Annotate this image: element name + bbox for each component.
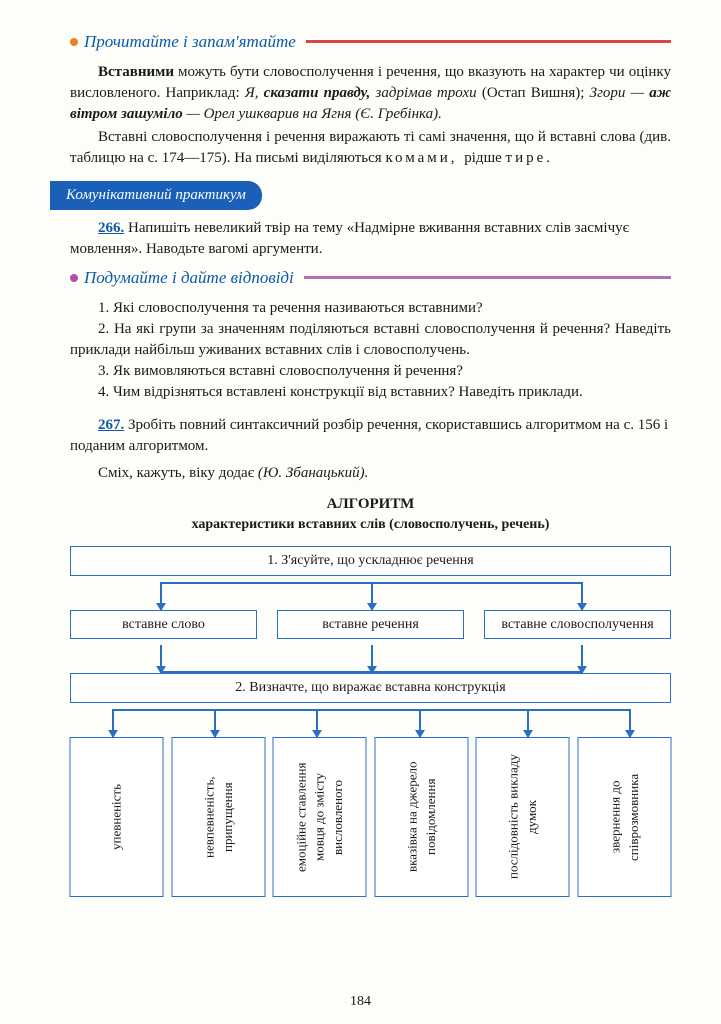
questions-block: 1. Які словосполучення та речення назива… (70, 298, 671, 403)
flowchart: 1. З'ясуйте, що ускладнює речення вставн… (70, 546, 671, 897)
arrows-row-3 (70, 709, 671, 737)
flow-leaf: вказівка на джерело повідомлення (375, 737, 469, 897)
arrow-icon (581, 645, 583, 673)
exercise-number: 267. (98, 417, 124, 433)
arrow-icon (527, 709, 529, 737)
divider-line (306, 40, 671, 43)
exercise-number: 266. (98, 220, 124, 236)
read-remember-header: Прочитайте і запам'ятайте (70, 30, 671, 54)
section-title: Подумайте і дайте відповіді (84, 266, 294, 290)
question-4: 4. Чим відрізняться вставлені конструкці… (70, 382, 671, 403)
flow-option: вставне речення (277, 610, 464, 640)
flow-option: вставне слово (70, 610, 257, 640)
arrows-row-1 (70, 582, 671, 610)
flow-leaf: звернення до співрозмовника (578, 737, 672, 897)
question-1: 1. Які словосполучення та речення назива… (70, 298, 671, 319)
flow-options-row: вставне слово вставне речення вставне сл… (70, 610, 671, 640)
arrow-icon (316, 709, 318, 737)
question-3: 3. Як вимовляються вставні словосполучен… (70, 361, 671, 382)
question-2: 2. На які групи за значенням поділяються… (70, 319, 671, 361)
connector-line (160, 671, 581, 673)
section-title: Прочитайте і запам'ятайте (84, 30, 296, 54)
bullet-icon (70, 274, 78, 282)
flow-option: вставне словосполучення (484, 610, 671, 640)
arrow-icon (629, 709, 631, 737)
exercise-266: 266. Напишіть невеликий твір на тему «На… (70, 218, 671, 260)
paragraph-2: Вставні словосполучення і речення виража… (70, 127, 671, 169)
arrow-icon (112, 709, 114, 737)
flow-leaf: невпевненість, припущення (172, 737, 266, 897)
arrow-icon (160, 582, 162, 610)
flow-step-1: 1. З'ясуйте, що ускладнює речення (70, 546, 671, 576)
arrow-icon (371, 582, 373, 610)
connector-line (112, 709, 629, 711)
arrow-icon (419, 709, 421, 737)
paragraph-1: Вставними можуть бути словосполучення і … (70, 62, 671, 125)
flow-leaf: послідовність викладу думок (476, 737, 570, 897)
flow-leaves-row: упевненість невпевненість, припущення ем… (70, 737, 671, 897)
exercise-267: 267. Зробіть повний синтаксичний розбір … (70, 415, 671, 457)
exercise-example: Сміх, кажуть, віку додає (Ю. Збанацький)… (70, 463, 671, 484)
arrow-icon (214, 709, 216, 737)
think-answer-header: Подумайте і дайте відповіді (70, 266, 671, 290)
arrow-icon (581, 582, 583, 610)
arrow-icon (371, 645, 373, 673)
practice-pill: Комунікативний практикум (50, 181, 262, 210)
page-number: 184 (350, 992, 371, 1012)
flow-step-2: 2. Визначте, що виражає вставна конструк… (70, 673, 671, 703)
bullet-icon (70, 38, 78, 46)
divider-line (304, 276, 671, 279)
algorithm-subtitle: характеристики вставних слів (словосполу… (70, 515, 671, 535)
arrow-icon (160, 645, 162, 673)
arrows-row-2 (70, 645, 671, 673)
algorithm-title: АЛГОРИТМ (70, 494, 671, 515)
flow-leaf: упевненість (70, 737, 164, 897)
flow-leaf: емоційне ставлення мовця до змісту висло… (273, 737, 367, 897)
